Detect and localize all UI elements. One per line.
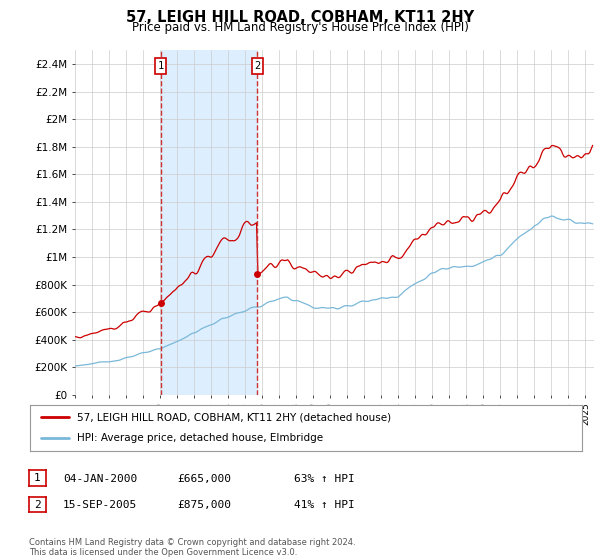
Text: Contains HM Land Registry data © Crown copyright and database right 2024.
This d: Contains HM Land Registry data © Crown c… xyxy=(29,538,355,557)
Text: 57, LEIGH HILL ROAD, COBHAM, KT11 2HY: 57, LEIGH HILL ROAD, COBHAM, KT11 2HY xyxy=(126,10,474,25)
Text: 63% ↑ HPI: 63% ↑ HPI xyxy=(294,474,355,484)
Text: 2: 2 xyxy=(34,500,41,510)
Text: 1: 1 xyxy=(158,61,164,71)
Text: HPI: Average price, detached house, Elmbridge: HPI: Average price, detached house, Elmb… xyxy=(77,433,323,444)
Text: 41% ↑ HPI: 41% ↑ HPI xyxy=(294,500,355,510)
Text: £875,000: £875,000 xyxy=(177,500,231,510)
Text: 04-JAN-2000: 04-JAN-2000 xyxy=(63,474,137,484)
Text: 15-SEP-2005: 15-SEP-2005 xyxy=(63,500,137,510)
Text: 1: 1 xyxy=(34,473,41,483)
Text: £665,000: £665,000 xyxy=(177,474,231,484)
Text: 57, LEIGH HILL ROAD, COBHAM, KT11 2HY (detached house): 57, LEIGH HILL ROAD, COBHAM, KT11 2HY (d… xyxy=(77,412,391,422)
Bar xyxy=(161,50,257,395)
Text: Price paid vs. HM Land Registry's House Price Index (HPI): Price paid vs. HM Land Registry's House … xyxy=(131,21,469,34)
Text: 2: 2 xyxy=(254,61,260,71)
